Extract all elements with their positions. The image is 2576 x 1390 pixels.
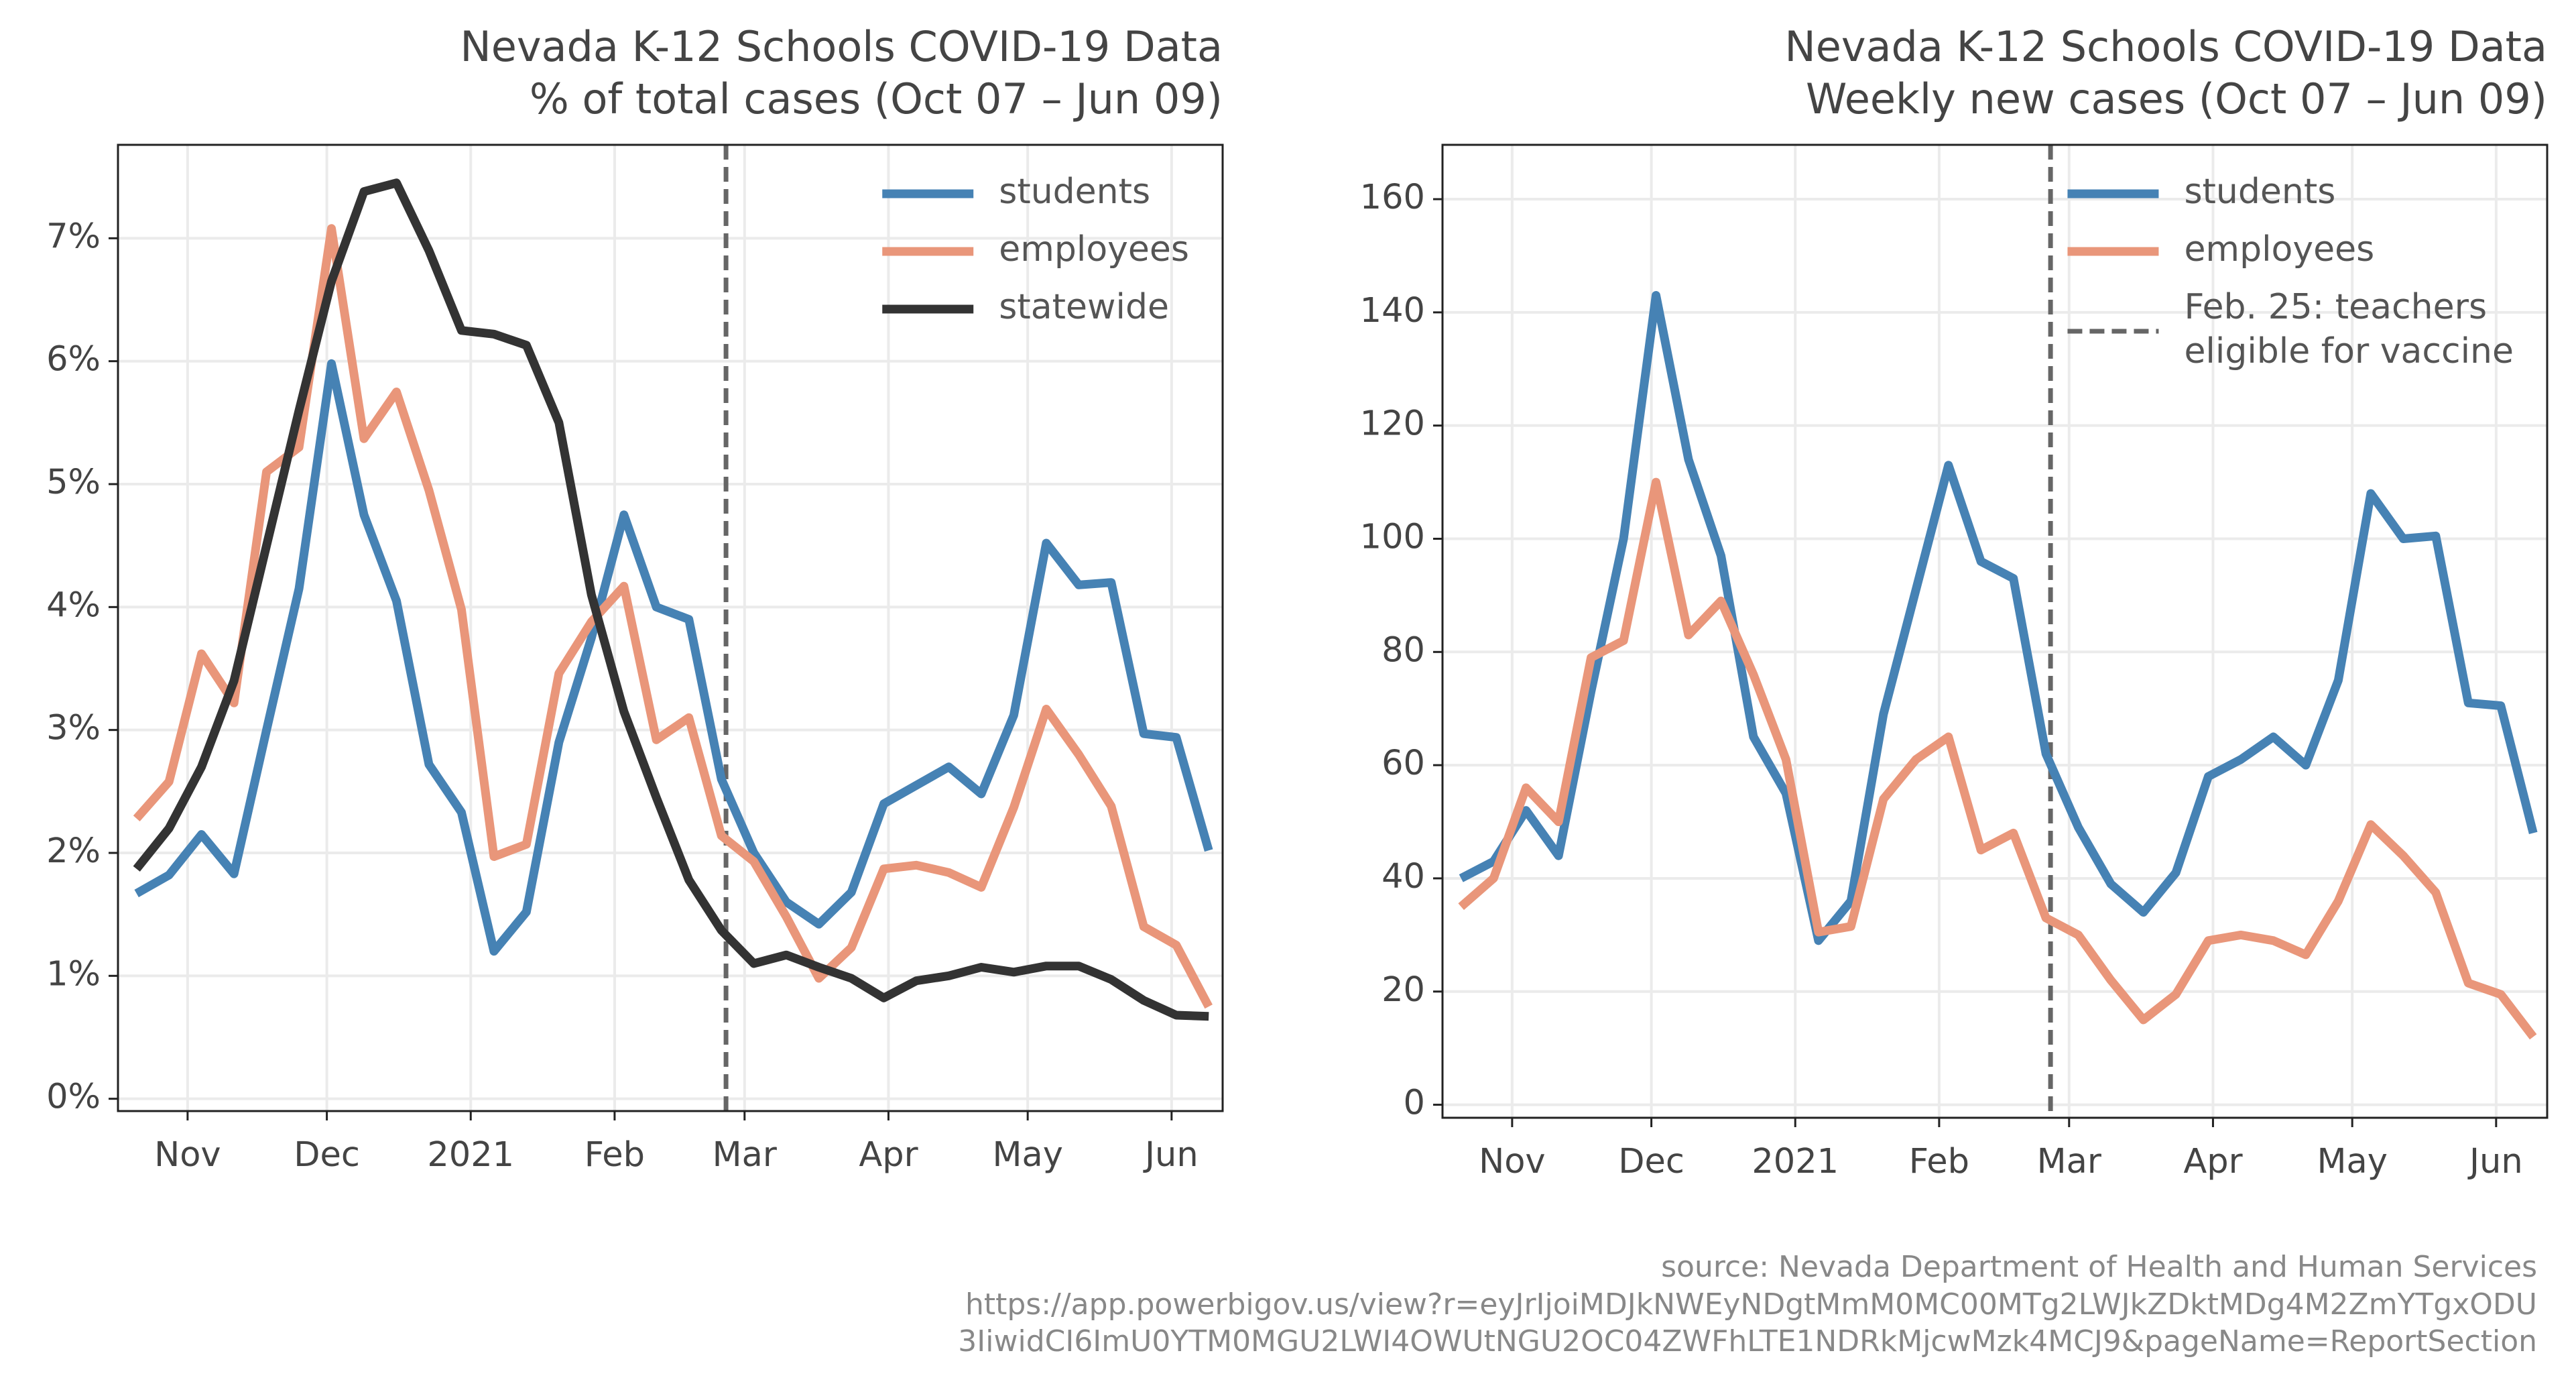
- legend-label: employees: [2184, 229, 2374, 270]
- x-tick-label: Jun: [1143, 1135, 1199, 1175]
- y-tick-label: 5%: [46, 463, 101, 502]
- y-tick-label: 2%: [46, 831, 101, 871]
- chart-subtitle: Weekly new cases (Oct 07 – Jun 09): [1806, 74, 2547, 123]
- chart-subtitle: % of total cases (Oct 07 – Jun 09): [530, 74, 1223, 123]
- x-tick-label: Apr: [859, 1135, 918, 1175]
- y-tick-label: 160: [1360, 178, 1425, 217]
- y-tick-label: 3%: [46, 709, 101, 748]
- x-tick-label: 2021: [1752, 1142, 1839, 1181]
- y-tick-label: 140: [1360, 291, 1425, 331]
- source-note: https://app.powerbigov.us/view?r=eyJrIjo…: [965, 1287, 2537, 1322]
- y-tick-label: 20: [1382, 970, 1425, 1010]
- series-line: [1459, 291, 2538, 945]
- x-tick-label: Nov: [1479, 1142, 1546, 1181]
- plot-frame: [117, 143, 1224, 1112]
- series-line: [133, 178, 1209, 1021]
- chart-title: Nevada K-12 Schools COVID-19 Data: [1784, 22, 2547, 71]
- series-line: [134, 359, 1213, 956]
- x-tick-label: Feb: [1909, 1142, 1969, 1181]
- y-tick-label: 120: [1360, 404, 1425, 444]
- source-note: source: Nevada Department of Health and …: [1661, 1250, 2537, 1284]
- y-tick-label: 1%: [46, 954, 101, 994]
- x-tick-label: May: [992, 1135, 1062, 1175]
- y-tick-label: 40: [1382, 857, 1425, 896]
- chart-title: Nevada K-12 Schools COVID-19 Data: [460, 22, 1223, 71]
- x-tick-label: Apr: [2183, 1142, 2242, 1181]
- y-tick-label: 60: [1382, 744, 1425, 783]
- legend-label: employees: [999, 229, 1189, 270]
- x-tick-label: Mar: [713, 1135, 777, 1175]
- y-tick-label: 7%: [46, 217, 101, 256]
- legend-label: statewide: [999, 287, 1169, 327]
- plot-frame: [1441, 143, 2549, 1119]
- y-tick-label: 0%: [46, 1078, 101, 1117]
- y-tick-label: 6%: [46, 340, 101, 380]
- x-tick-label: May: [2317, 1142, 2387, 1181]
- legend-label: eligible for vaccine: [2184, 331, 2514, 371]
- y-tick-label: 4%: [46, 585, 101, 625]
- x-tick-label: Feb: [585, 1135, 645, 1175]
- y-tick-label: 80: [1382, 630, 1425, 670]
- legend-label: students: [999, 172, 1150, 212]
- x-tick-label: Dec: [1618, 1142, 1684, 1181]
- x-tick-label: Mar: [2037, 1142, 2101, 1181]
- x-tick-label: 2021: [427, 1135, 514, 1175]
- series-line: [1458, 477, 2537, 1040]
- legend-label: students: [2184, 172, 2335, 212]
- x-tick-label: Jun: [2467, 1142, 2523, 1181]
- source-note: 3IiwidCI6ImU0YTM0MGU2LWI4OWUtNGU2OC04ZWF…: [958, 1324, 2537, 1358]
- x-tick-label: Nov: [154, 1135, 221, 1175]
- legend-label: Feb. 25: teachers: [2184, 287, 2487, 327]
- x-tick-label: Dec: [294, 1135, 360, 1175]
- y-tick-label: 0: [1404, 1084, 1425, 1123]
- y-tick-label: 100: [1360, 517, 1425, 557]
